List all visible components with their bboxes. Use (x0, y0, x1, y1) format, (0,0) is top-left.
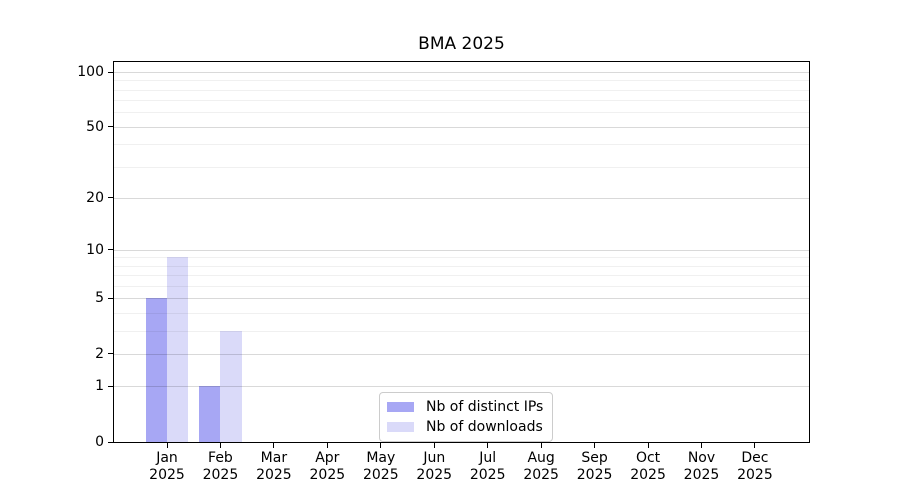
y-tick-label-1: 1 (95, 378, 104, 395)
y-tick-label-2: 2 (95, 345, 104, 362)
legend-label-downloads: Nb of downloads (426, 419, 543, 435)
major-gridline-2 (114, 353, 809, 355)
x-tick-oct (647, 443, 649, 448)
x-tick-year: 2025 (469, 467, 506, 483)
x-tick-may (380, 443, 382, 448)
x-tick-label-dec: Dec 2025 (723, 450, 787, 484)
minor-gridline-7 (114, 275, 809, 277)
y-tick-50 (108, 126, 113, 128)
x-tick-year: 2025 (256, 467, 292, 483)
major-gridline-100 (114, 72, 809, 74)
y-tick-10 (108, 249, 113, 251)
x-tick-sep (594, 443, 596, 448)
y-tick-0 (108, 441, 113, 443)
y-tick-label-20: 20 (86, 189, 104, 206)
minor-gridline-6 (114, 286, 809, 288)
x-tick-label-aug: Aug 2025 (509, 450, 573, 484)
x-tick-month: Jul (479, 450, 497, 466)
minor-gridline-60 (114, 112, 809, 114)
x-tick-year: 2025 (523, 467, 559, 483)
x-tick-month: Sep (581, 450, 608, 466)
y-tick-label-0: 0 (95, 434, 104, 450)
x-tick-label-nov: Nov 2025 (670, 450, 734, 484)
bar-jan-series0 (145, 298, 167, 442)
x-tick-label-feb: Feb 2025 (188, 450, 252, 484)
major-gridline-5 (114, 298, 809, 300)
plot-area: Nb of distinct IPs Nb of downloads (113, 61, 810, 443)
legend-patch-distinct-ips-icon (387, 402, 414, 412)
major-gridline-20 (114, 197, 809, 199)
bars-layer (114, 62, 809, 442)
major-gridline-10 (114, 249, 809, 251)
minor-gridline-80 (114, 89, 809, 91)
x-tick-year: 2025 (630, 467, 666, 483)
x-tick-month: Nov (687, 450, 716, 466)
x-tick-label-jan: Jan 2025 (135, 450, 199, 484)
y-tick-label-50: 50 (86, 118, 104, 135)
major-gridline-50 (114, 126, 809, 128)
y-tick-label-10: 10 (86, 241, 104, 258)
x-tick-jun (433, 443, 435, 448)
x-tick-nov (701, 443, 702, 448)
x-tick-year: 2025 (202, 467, 239, 483)
legend: Nb of distinct IPs Nb of downloads (379, 392, 554, 442)
minor-gridline-70 (114, 100, 809, 102)
bar-feb-series0 (199, 386, 221, 442)
minor-gridline-30 (114, 166, 809, 168)
x-tick-month: Mar (260, 450, 288, 466)
bar-jan-series1 (167, 257, 189, 442)
x-tick-month: Dec (741, 450, 769, 466)
x-tick-month: Jan (156, 450, 178, 466)
y-tick-label-100: 100 (77, 64, 104, 81)
x-tick-year: 2025 (416, 467, 453, 483)
x-tick-label-mar: Mar 2025 (242, 450, 306, 484)
x-tick-jan (166, 443, 168, 448)
minor-gridline-3 (114, 330, 809, 332)
x-tick-month: May (366, 450, 396, 466)
chart-title: BMA 2025 (418, 34, 505, 54)
x-tick-year: 2025 (576, 467, 613, 483)
x-tick-year: 2025 (737, 467, 773, 483)
minor-gridline-90 (114, 80, 809, 82)
x-tick-label-apr: Apr 2025 (295, 450, 359, 484)
x-tick-label-jun: Jun 2025 (402, 450, 466, 484)
y-tick-2 (108, 353, 113, 355)
grid-layer (114, 62, 809, 442)
x-tick-year: 2025 (683, 467, 720, 483)
y-tick-1 (108, 385, 113, 387)
x-tick-year: 2025 (309, 467, 346, 483)
legend-label-distinct-ips: Nb of distinct IPs (426, 399, 544, 415)
y-tick-100 (108, 71, 113, 73)
x-tick-month: Feb (208, 450, 233, 466)
y-tick-20 (108, 197, 113, 199)
x-tick-year: 2025 (362, 467, 399, 483)
x-tick-mar (273, 443, 275, 448)
bar-feb-series1 (220, 330, 242, 442)
legend-patch-downloads-icon (387, 422, 414, 432)
minor-gridline-9 (114, 257, 809, 259)
minor-gridline-40 (114, 144, 809, 146)
y-tick-label-5: 5 (95, 290, 104, 307)
y-tick-5 (108, 297, 113, 299)
legend-item-distinct-ips: Nb of distinct IPs (387, 398, 543, 416)
x-tick-label-jul: Jul 2025 (456, 450, 520, 484)
major-gridline-1 (114, 386, 809, 388)
minor-gridline-4 (114, 312, 809, 314)
x-tick-month: Jun (423, 450, 446, 466)
x-tick-month: Oct (635, 450, 661, 466)
x-tick-label-sep: Sep 2025 (563, 450, 627, 484)
x-tick-label-may: May 2025 (349, 450, 413, 484)
x-tick-dec (754, 443, 756, 448)
x-tick-year: 2025 (149, 467, 185, 483)
x-tick-feb (219, 443, 221, 448)
x-tick-aug (540, 443, 542, 448)
legend-item-downloads: Nb of downloads (387, 418, 543, 436)
x-tick-month: Apr (315, 450, 340, 466)
minor-gridline-8 (114, 265, 809, 267)
x-tick-label-oct: Oct 2025 (616, 450, 680, 484)
x-tick-month: Aug (527, 450, 555, 466)
x-tick-jul (487, 443, 489, 448)
x-tick-apr (326, 443, 328, 448)
